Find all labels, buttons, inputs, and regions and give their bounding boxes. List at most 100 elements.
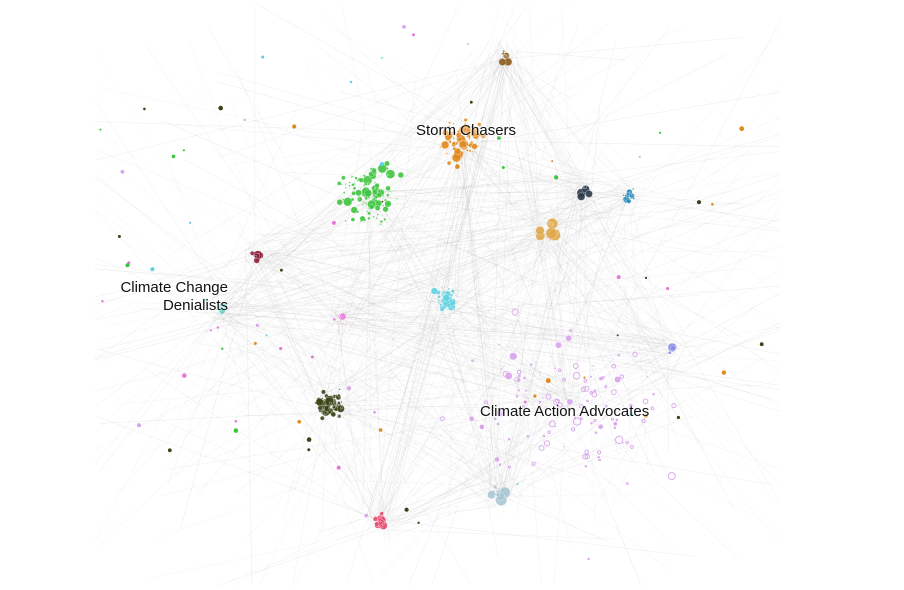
edge <box>211 135 781 322</box>
edge <box>516 188 590 514</box>
edge <box>468 137 539 235</box>
edge <box>94 300 443 390</box>
node <box>545 406 547 409</box>
edge <box>251 119 556 219</box>
edge <box>507 54 698 445</box>
edge <box>459 134 781 486</box>
node <box>554 175 559 180</box>
edge <box>380 298 437 516</box>
node <box>376 192 383 198</box>
node <box>465 146 468 149</box>
edge <box>547 180 614 230</box>
edge <box>330 236 551 410</box>
edge <box>432 237 545 586</box>
node <box>323 405 331 412</box>
edge <box>379 59 509 505</box>
edge <box>514 349 679 500</box>
edge <box>338 193 628 414</box>
node <box>557 368 562 372</box>
cluster-maroon <box>250 250 264 264</box>
node <box>297 420 302 424</box>
edge <box>389 341 666 537</box>
edge <box>260 53 501 250</box>
edge <box>505 40 542 238</box>
cluster-violet <box>440 308 677 485</box>
edge <box>458 145 507 478</box>
edge <box>213 317 579 398</box>
node <box>542 434 546 438</box>
edge <box>444 191 593 293</box>
node <box>320 415 325 421</box>
edge <box>634 195 750 206</box>
node <box>586 399 589 403</box>
node <box>310 355 314 359</box>
node <box>350 217 356 222</box>
node <box>360 220 363 223</box>
edge <box>223 57 501 297</box>
edge <box>554 195 575 227</box>
node <box>321 389 326 395</box>
node <box>539 371 542 373</box>
edge <box>388 453 510 529</box>
edge <box>491 305 757 504</box>
node <box>555 341 562 349</box>
edge <box>494 407 571 460</box>
edge <box>510 176 570 497</box>
node <box>182 373 187 378</box>
edge <box>373 206 512 501</box>
edge <box>496 53 588 185</box>
node <box>205 299 208 302</box>
edge <box>115 198 380 497</box>
edge <box>439 196 583 308</box>
edge <box>222 241 252 313</box>
node <box>323 403 326 407</box>
edge <box>105 301 235 327</box>
edge <box>578 196 582 421</box>
edge <box>502 52 634 187</box>
edge <box>485 48 540 221</box>
edge <box>385 150 460 525</box>
edge <box>212 299 327 398</box>
edge <box>339 325 781 390</box>
edge <box>446 301 565 401</box>
node <box>336 404 339 407</box>
edge <box>226 53 473 327</box>
edge <box>437 296 497 491</box>
edge <box>289 358 667 475</box>
edge <box>349 158 453 328</box>
edge <box>584 196 609 213</box>
node <box>547 430 551 434</box>
edge <box>237 131 463 255</box>
edge <box>340 316 702 348</box>
edge <box>216 54 727 316</box>
edge <box>268 245 503 487</box>
node <box>292 124 297 129</box>
node <box>548 420 556 428</box>
edge <box>265 255 671 572</box>
edge <box>166 403 581 470</box>
edge <box>368 194 372 523</box>
edge <box>499 57 540 150</box>
node <box>638 155 641 158</box>
node <box>469 100 473 104</box>
edge <box>549 224 671 484</box>
node <box>386 173 389 176</box>
edge <box>265 262 348 322</box>
node <box>343 191 346 194</box>
edge <box>378 415 693 528</box>
node <box>317 405 323 411</box>
node <box>496 409 504 417</box>
edge <box>553 190 583 586</box>
node <box>221 347 224 350</box>
node <box>384 160 390 167</box>
node <box>383 520 386 523</box>
edge <box>497 55 736 512</box>
edge <box>262 256 473 586</box>
node <box>604 414 607 418</box>
edge <box>236 69 341 326</box>
edge <box>252 245 312 395</box>
edge <box>216 312 677 358</box>
edge <box>210 192 254 253</box>
node <box>374 186 376 189</box>
